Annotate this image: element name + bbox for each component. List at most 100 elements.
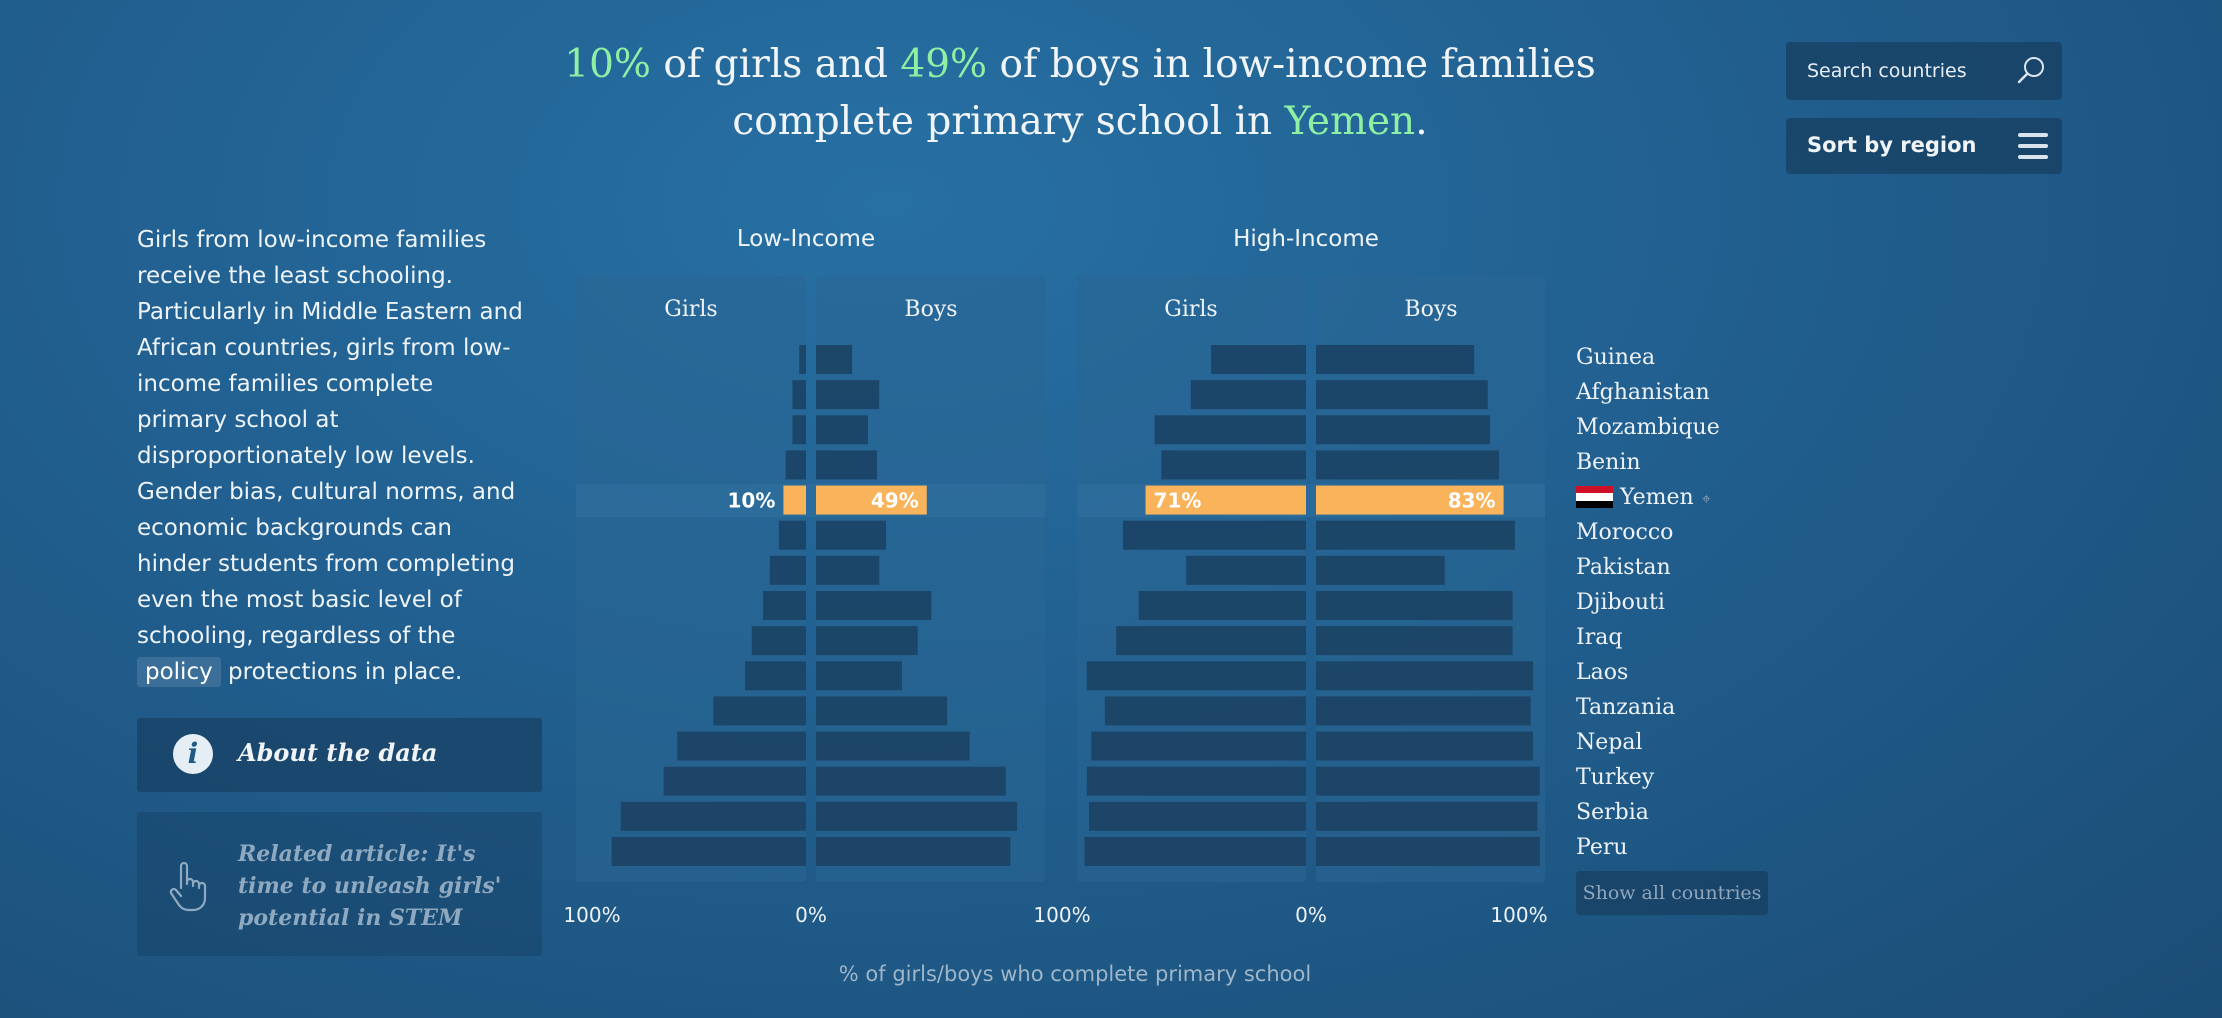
x-axis-label: % of girls/boys who complete primary sch… xyxy=(839,962,1311,986)
butterfly-bar-chart: Low-Income Girls Boys 10% 49% High-Income Girl… xyxy=(563,226,1547,986)
bar-girls xyxy=(1089,801,1306,831)
bar-boys xyxy=(816,485,927,515)
bar-girls xyxy=(1145,485,1306,515)
bar-boys xyxy=(1316,485,1504,515)
country-label: Morocco xyxy=(1576,520,1674,545)
pointer-hand-icon xyxy=(169,861,207,912)
bar-girls xyxy=(799,345,806,374)
country-label: Mozambique xyxy=(1576,415,1720,440)
axis-tick-label: 0% xyxy=(795,903,827,927)
location-pin-icon: ⌖ xyxy=(1701,489,1711,508)
about-the-data-button[interactable]: i About the data xyxy=(137,718,542,792)
bar-boys xyxy=(816,836,1011,866)
bar-girls xyxy=(763,590,806,620)
bar-girls xyxy=(663,766,806,796)
bar-girls xyxy=(792,380,806,410)
country-item[interactable]: Laos xyxy=(1576,655,1776,690)
bar-boys xyxy=(1316,801,1538,831)
bar-boys xyxy=(816,380,880,410)
country-list: Guinea Afghanistan Mozambique Benin Yemen ⌖ Mo… xyxy=(1576,340,1776,865)
bar-boys xyxy=(816,520,887,550)
bar-girls xyxy=(785,450,806,480)
bar-boys xyxy=(1316,415,1491,445)
country-label: Iraq xyxy=(1576,625,1623,650)
bar-boys xyxy=(1316,555,1445,585)
bar-boys xyxy=(1316,766,1540,796)
description-text: Girls from low-income families receive t… xyxy=(137,222,529,690)
country-label: Peru xyxy=(1576,835,1628,860)
country-label: Djibouti xyxy=(1576,590,1665,615)
country-item[interactable]: Pakistan xyxy=(1576,550,1776,585)
bar-boys xyxy=(816,661,902,691)
related-article-link[interactable]: Related article: It's time to unleash gi… xyxy=(137,812,542,956)
country-label: Serbia xyxy=(1576,800,1649,825)
search-icon[interactable] xyxy=(2014,54,2048,88)
bar-girls xyxy=(1186,555,1306,585)
country-item[interactable]: Morocco xyxy=(1576,515,1776,550)
country-item[interactable]: Nepal xyxy=(1576,725,1776,760)
bar-girls xyxy=(620,801,806,831)
about-the-data-label: About the data xyxy=(238,738,438,767)
panel-girls xyxy=(576,276,806,882)
bar-girls xyxy=(1190,380,1306,410)
country-item[interactable]: Serbia xyxy=(1576,795,1776,830)
bar-girls xyxy=(751,626,806,656)
country-label: Laos xyxy=(1576,660,1629,685)
bar-boys xyxy=(816,731,970,761)
series-header-girls: Girls xyxy=(664,297,717,322)
data-label-boys: 83% xyxy=(1448,489,1496,513)
bar-girls xyxy=(769,555,806,585)
country-item[interactable]: Yemen ⌖ xyxy=(1576,480,1776,515)
country-item[interactable]: Afghanistan xyxy=(1576,375,1776,410)
country-item[interactable]: Tanzania xyxy=(1576,690,1776,725)
bar-boys xyxy=(816,345,853,374)
country-item[interactable]: Mozambique xyxy=(1576,410,1776,445)
headline-girls-value: 10% xyxy=(564,42,651,87)
country-label: Pakistan xyxy=(1576,555,1671,580)
search-box[interactable] xyxy=(1786,42,2062,100)
country-item[interactable]: Guinea xyxy=(1576,340,1776,375)
country-label: Nepal xyxy=(1576,730,1643,755)
bar-girls xyxy=(778,520,806,550)
country-item[interactable]: Turkey xyxy=(1576,760,1776,795)
country-label: Yemen xyxy=(1620,485,1694,510)
headline-boys-value: 49% xyxy=(900,42,988,87)
show-all-countries-button[interactable]: Show all countries xyxy=(1576,871,1768,915)
bar-boys xyxy=(1316,450,1500,480)
bar-girls xyxy=(1211,345,1306,374)
bar-boys xyxy=(816,450,878,480)
bar-girls xyxy=(1104,696,1306,726)
group-title: High-Income xyxy=(1233,226,1379,252)
bar-boys xyxy=(816,555,880,585)
bar-girls xyxy=(677,731,806,761)
bar-girls xyxy=(1086,766,1306,796)
yemen-flag-icon xyxy=(1576,486,1613,508)
policy-link[interactable]: policy xyxy=(137,657,221,687)
bar-boys xyxy=(1316,590,1513,620)
sort-by-region-button[interactable]: Sort by region xyxy=(1786,118,2062,174)
bar-boys xyxy=(1316,731,1533,761)
headline: 10% of girls and 49% of boys in low-inco… xyxy=(560,36,1600,150)
search-input[interactable] xyxy=(1786,42,2017,100)
axis-tick-label: 100% xyxy=(1033,903,1090,927)
bar-boys xyxy=(1316,626,1513,656)
sort-label: Sort by region xyxy=(1807,133,1977,157)
country-label: Turkey xyxy=(1576,765,1655,790)
bar-boys xyxy=(1316,520,1515,550)
panel-boys xyxy=(816,276,1045,882)
info-icon: i xyxy=(173,734,213,774)
description-end: protections in place. xyxy=(228,659,463,685)
axis-tick-label: 100% xyxy=(563,903,620,927)
bar-boys xyxy=(816,696,948,726)
country-item[interactable]: Iraq xyxy=(1576,620,1776,655)
bar-girls xyxy=(611,836,806,866)
group-title: Low-Income xyxy=(737,226,875,252)
country-item[interactable]: Djibouti xyxy=(1576,585,1776,620)
selected-row-band xyxy=(576,484,1045,518)
bar-boys xyxy=(816,801,1018,831)
country-item[interactable]: Peru xyxy=(1576,830,1776,865)
bar-girls xyxy=(783,485,806,515)
country-item[interactable]: Benin xyxy=(1576,445,1776,480)
country-label: Benin xyxy=(1576,450,1641,475)
bar-girls xyxy=(1086,661,1306,691)
